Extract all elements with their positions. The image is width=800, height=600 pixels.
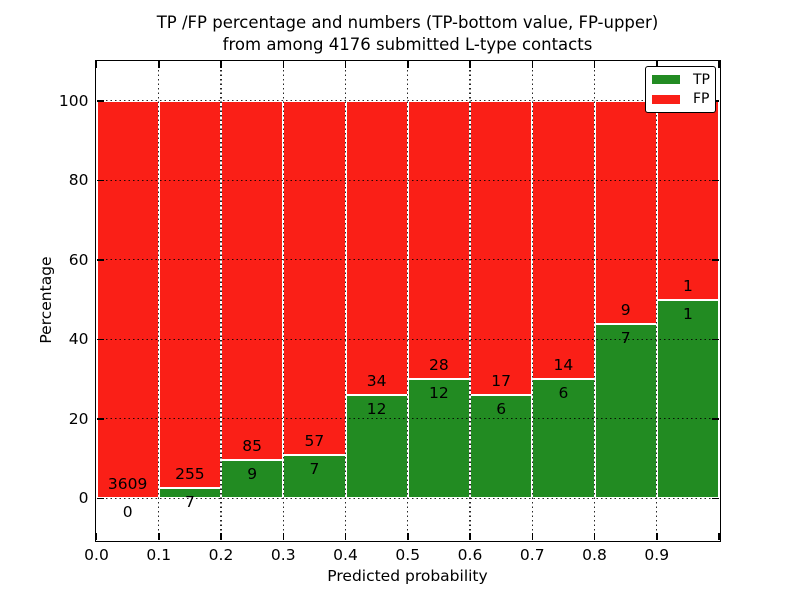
legend-swatch-fp-icon	[652, 94, 680, 104]
tick-mark-y	[712, 497, 719, 499]
bar-segment-fp	[656, 100, 719, 300]
legend-swatch-tp-icon	[652, 75, 680, 85]
x-tick-label: 0.7	[519, 546, 545, 564]
y-tick-label: 40	[68, 330, 89, 349]
bar-segment-fp	[470, 100, 533, 395]
bar-label-fp: 28	[429, 356, 449, 374]
bar-label-tp: 12	[429, 384, 449, 402]
tick-mark-x	[593, 61, 596, 68]
bar-label-tp: 6	[496, 399, 507, 418]
y-tick-label: 100	[58, 91, 89, 110]
tick-mark-x	[282, 533, 284, 540]
chart-title: TP /FP percentage and numbers (TP-bottom…	[96, 12, 719, 56]
y-tick-label: 20	[68, 409, 89, 428]
chart-title-line1: TP /FP percentage and numbers (TP-bottom…	[156, 13, 659, 32]
bar-label-fp: 3609	[107, 475, 148, 494]
tick-mark-y	[96, 179, 104, 181]
tick-mark-y	[712, 259, 719, 261]
bar-label-fp: 9	[620, 301, 631, 320]
legend: TP FP	[645, 66, 716, 113]
bar-segment-tp	[656, 299, 719, 499]
x-axis-label: Predicted probability	[327, 567, 488, 585]
tick-mark-y	[712, 418, 719, 420]
bar-label-tp: 6	[558, 384, 569, 402]
tick-mark-x	[469, 61, 471, 68]
tick-mark-x	[220, 61, 222, 68]
bar-label-tp: 7	[309, 459, 320, 478]
y-tick-label: 60	[68, 250, 89, 269]
bar-segment-tp	[594, 324, 657, 499]
bar-label-fp: 85	[242, 437, 262, 456]
x-tick-label: 0.4	[333, 546, 358, 564]
tick-mark-y	[96, 418, 104, 420]
bar-label-fp: 57	[304, 431, 325, 450]
bar-label-fp: 17	[491, 371, 511, 390]
x-tick-label: 0.9	[644, 546, 670, 564]
legend-entry-fp: FP	[646, 92, 715, 106]
tick-mark-y	[96, 259, 104, 261]
bar-segment-fp	[158, 100, 221, 488]
tick-mark-y	[712, 338, 719, 340]
bar-label-tp: 1	[682, 304, 693, 323]
legend-label-tp: TP	[693, 71, 710, 88]
bar-segment-tp	[345, 394, 408, 499]
x-tick-label: 0.0	[84, 546, 109, 564]
y-tick-label: 0	[78, 489, 89, 508]
chart-title-line2: from among 4176 submitted L-type contact…	[222, 35, 593, 54]
bar-label-tp: 12	[366, 399, 387, 418]
bar-segment-fp	[345, 100, 408, 395]
x-tick-label: 0.1	[146, 546, 172, 564]
tick-mark-x	[282, 61, 284, 68]
tick-mark-y	[96, 100, 104, 102]
bar-label-fp: 34	[366, 371, 387, 390]
bar-label-fp: 14	[553, 356, 574, 374]
x-tick-label: 0.6	[457, 546, 483, 564]
y-axis-label: Percentage	[37, 256, 55, 344]
bar-label-tp: 0	[122, 503, 133, 522]
bar-segment-fp	[407, 100, 470, 379]
x-tick-label: 0.8	[582, 546, 607, 564]
tick-mark-x	[718, 533, 720, 540]
tick-mark-y	[96, 497, 104, 499]
bar-label-tp: 7	[184, 492, 195, 511]
tick-mark-x	[220, 533, 222, 540]
tick-mark-x	[407, 61, 409, 68]
tick-mark-x	[158, 533, 160, 540]
tick-mark-x	[158, 61, 160, 68]
tick-mark-x	[718, 61, 720, 68]
tick-mark-x	[407, 533, 409, 540]
x-tick-label: 0.5	[395, 546, 421, 564]
tick-mark-x	[531, 533, 533, 540]
bar-label-fp: 1	[682, 276, 693, 295]
bar-segment-tp	[532, 379, 595, 499]
bar-label-tp: 9	[247, 465, 258, 484]
tick-mark-x	[344, 533, 347, 540]
tick-mark-y	[96, 338, 104, 340]
y-tick-label: 80	[68, 171, 89, 190]
tick-mark-y	[712, 179, 719, 181]
x-tick-label: 0.2	[208, 546, 234, 564]
tick-mark-x	[656, 533, 658, 540]
bar-segment-fp	[221, 100, 284, 461]
bar-label-tp: 7	[620, 329, 631, 348]
tick-mark-x	[344, 61, 347, 68]
tick-mark-x	[531, 61, 533, 68]
bar-label-fp: 255	[175, 464, 205, 483]
legend-label-fp: FP	[693, 91, 710, 108]
x-tick-label: 0.3	[270, 546, 296, 564]
tick-mark-x	[95, 533, 98, 540]
tick-mark-x	[469, 533, 471, 540]
tick-mark-x	[95, 61, 98, 68]
bar-segment-fp	[96, 100, 159, 499]
legend-entry-tp: TP	[646, 73, 715, 87]
tick-mark-x	[593, 533, 596, 540]
